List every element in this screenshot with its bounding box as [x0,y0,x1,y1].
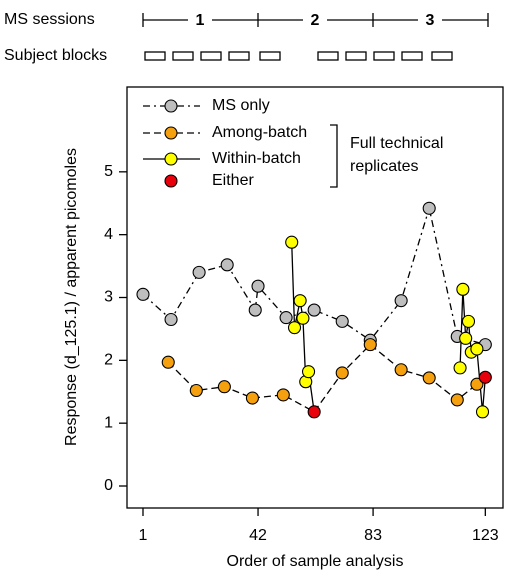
y-tick-label: 0 [104,477,113,494]
x-tick-label: 42 [249,527,267,544]
data-point [251,279,265,293]
data-point [335,314,349,328]
data-point [307,303,321,317]
annotation: Full technical [350,135,443,152]
data-point [422,371,436,385]
data-point [189,383,203,398]
x-tick-label: 1 [139,527,148,544]
data-point [279,311,293,325]
x-tick-label: 83 [364,527,382,544]
data-point [394,294,408,308]
legend-label: Either [212,172,254,189]
data-point [136,287,150,301]
data-point [164,312,178,327]
data-point [301,365,316,379]
data-point [161,355,175,369]
series-line [167,343,486,413]
sessions-label: MS sessions [4,11,95,28]
legend-label: Among-batch [212,124,307,141]
bracket [330,124,338,188]
data-point [470,377,484,391]
data-point [422,201,436,215]
data-point [363,338,377,352]
y-tick-label: 2 [104,352,113,369]
data-point [248,303,262,317]
data-point [470,342,484,356]
legend-marker [164,99,178,113]
data-point [296,311,310,325]
annotation: replicates [350,158,418,175]
legend-marker [164,126,178,140]
data-point [456,282,470,296]
data-point [461,314,476,328]
data-point [475,405,490,419]
data-point [192,265,206,279]
legend-label: MS only [212,97,270,114]
data-point [245,391,259,405]
y-tick-label: 1 [104,414,113,431]
data-point [293,294,307,308]
data-point [394,363,408,377]
x-tick-label: 123 [472,527,499,544]
y-tick-label: 4 [104,226,113,243]
y-axis-label: Response (d_125.1) / apparent picomoles [63,148,80,446]
data-point [276,388,290,402]
sessions-ruler [142,13,489,27]
data-point [453,361,467,375]
data-point [450,393,464,407]
legend-marker [164,174,178,188]
legend-marker [164,152,178,166]
data-point [220,258,234,272]
data-point [287,321,302,335]
session-number: 3 [426,12,435,29]
y-tick-label: 3 [104,289,113,306]
data-point [459,331,473,345]
data-point [217,380,231,394]
blocks-label: Subject blocks [4,47,107,64]
legend-label: Within-batch [212,150,301,167]
x-axis-label: Order of sample analysis [227,553,404,570]
data-point [307,405,321,419]
data-point [478,370,492,384]
session-number: 2 [311,12,320,29]
y-tick-label: 5 [104,163,113,180]
session-number: 1 [196,12,205,29]
data-point [335,366,349,380]
subject-blocks [144,51,453,61]
data-point [285,235,299,249]
